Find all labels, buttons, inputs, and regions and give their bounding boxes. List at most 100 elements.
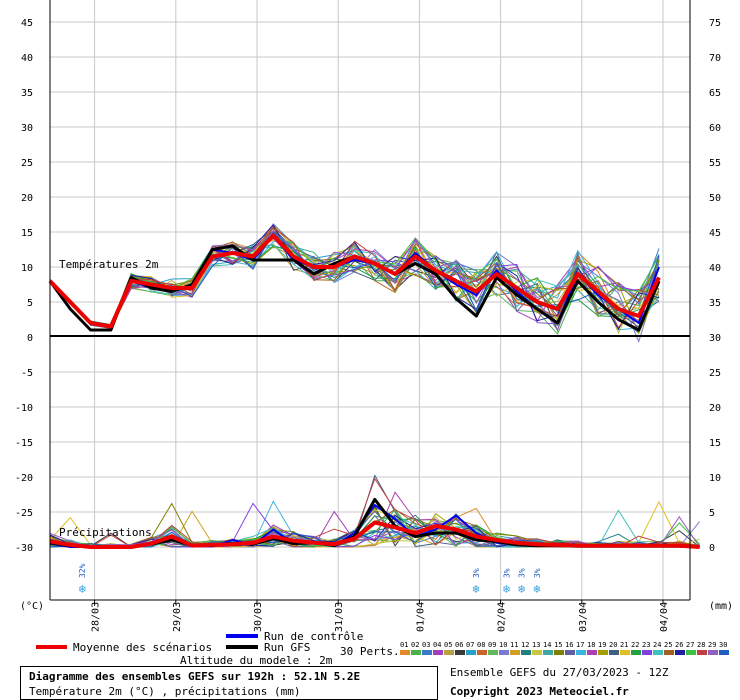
- plot-area: [50, 0, 690, 600]
- member-id-label: 27: [686, 641, 694, 649]
- member-id-label: 17: [576, 641, 584, 649]
- member-color-swatch: [510, 650, 520, 655]
- member-color-swatch: [576, 650, 586, 655]
- main-series: [48, 233, 700, 549]
- member-id-label: 05: [444, 641, 452, 649]
- member-id-label: 24: [653, 641, 661, 649]
- member-color-swatch: [444, 650, 454, 655]
- member-temp-line-27: [49, 236, 660, 329]
- right-tick-label: 45: [709, 228, 721, 239]
- member-id-label: 11: [510, 641, 518, 649]
- left-unit-label: (°C): [20, 601, 44, 612]
- legend-mean-label: Moyenne des scénarios: [73, 641, 212, 654]
- precip-series-line: [49, 520, 700, 549]
- member-color-swatch: [543, 650, 553, 655]
- x-tick-label: 29/03: [172, 602, 183, 632]
- left-tick-label: 25: [21, 158, 33, 169]
- member-color-swatch: [642, 650, 652, 655]
- member-color-swatch: [686, 650, 696, 655]
- legend-perts-label: 30 Perts.: [340, 645, 400, 658]
- member-id-label: 12: [521, 641, 529, 649]
- member-id-label: 19: [598, 641, 606, 649]
- member-id-label: 04: [433, 641, 441, 649]
- snowflake-icon: ❄: [503, 582, 510, 596]
- member-color-swatch: [400, 650, 410, 655]
- x-tick-label: 01/04: [415, 602, 426, 632]
- x-tick-label: 04/04: [659, 602, 670, 632]
- snow-percent-label: 3%: [472, 568, 481, 578]
- member-id-label: 08: [477, 641, 485, 649]
- member-color-swatch: [422, 650, 432, 655]
- member-color-swatch: [411, 650, 421, 655]
- right-tick-label: 75: [709, 18, 721, 29]
- member-id-label: 21: [620, 641, 628, 649]
- member-legend: 01 02 03 04 05 06 07 08 09 10 11 12 13 14 15 16 17 18 19 20…: [400, 641, 729, 655]
- member-id-label: 15: [554, 641, 562, 649]
- snow-percent-label: 32%: [78, 563, 87, 578]
- right-tick-label: 65: [709, 88, 721, 99]
- member-color-swatch: [653, 650, 663, 655]
- member-color-swatch: [455, 650, 465, 655]
- member-id-label: 09: [488, 641, 496, 649]
- snow-percent-label: 3%: [502, 568, 511, 578]
- left-tick-label: 10: [21, 263, 33, 274]
- snowflake-icon: ❄: [518, 582, 525, 596]
- precip-panel-label: Précipitations: [59, 526, 152, 539]
- left-tick-label: 5: [27, 298, 33, 309]
- x-tick-label: 31/03: [334, 602, 345, 632]
- member-temp-line-24: [49, 244, 660, 330]
- right-tick-label: 40: [709, 263, 721, 274]
- member-id-label: 25: [664, 641, 672, 649]
- legend-gfs-label: Run GFS: [264, 641, 310, 654]
- snow-markers: 32% ❄ 3% ❄ 3% ❄ 3% ❄ 3% ❄: [78, 563, 542, 596]
- left-tick-label: -20: [15, 473, 33, 484]
- left-tick-label: -5: [21, 368, 33, 379]
- member-id-label: 16: [565, 641, 573, 649]
- info-title: Diagramme des ensembles GEFS sur 192h : …: [29, 670, 361, 683]
- member-color-swatch: [664, 650, 674, 655]
- member-color-swatch: [609, 650, 619, 655]
- member-color-swatch: [631, 650, 641, 655]
- x-tick-label: 02/04: [497, 602, 508, 632]
- right-tick-label: 5: [709, 508, 715, 519]
- left-tick-label: -30: [15, 543, 33, 554]
- right-tick-label: 50: [709, 193, 721, 204]
- temperature-panel-label: Températures 2m: [59, 258, 159, 271]
- right-tick-label: 0: [709, 543, 715, 554]
- left-tick-label: -25: [15, 508, 33, 519]
- legend-control-label: Run de contrôle: [264, 630, 363, 643]
- member-color-swatch: [565, 650, 575, 655]
- right-tick-label: 70: [709, 53, 721, 64]
- member-color-swatch: [598, 650, 608, 655]
- member-id-label: 28: [697, 641, 705, 649]
- altitude-label: Altitude du modele : 2m: [180, 654, 333, 667]
- member-id-label: 26: [675, 641, 683, 649]
- ensemble-run-label: Ensemble GEFS du 27/03/2023 - 12Z: [450, 666, 669, 679]
- member-id-label: 29: [708, 641, 716, 649]
- left-tick-label: 35: [21, 88, 33, 99]
- x-tick-label: 30/03: [253, 602, 264, 632]
- info-box: Diagramme des ensembles GEFS sur 192h : …: [20, 666, 438, 700]
- member-id-label: 02: [411, 641, 419, 649]
- right-tick-label: 60: [709, 123, 721, 134]
- member-color-swatch: [675, 650, 685, 655]
- member-id-label: 18: [587, 641, 595, 649]
- x-tick-label: 28/03: [91, 602, 102, 632]
- grid-lines: [50, 0, 690, 600]
- snowflake-icon: ❄: [533, 582, 540, 596]
- member-color-swatch: [620, 650, 630, 655]
- member-color-swatch: [477, 650, 487, 655]
- member-id-label: 20: [609, 641, 617, 649]
- member-color-swatch: [554, 650, 564, 655]
- member-temp-line-28: [49, 227, 660, 329]
- member-id-label: 03: [422, 641, 430, 649]
- member-id-label: 23: [642, 641, 650, 649]
- left-tick-label: 30: [21, 123, 33, 134]
- member-id-label: 07: [466, 641, 474, 649]
- member-color-swatch: [719, 650, 729, 655]
- member-id-label: 14: [543, 641, 551, 649]
- temp-series-line: [48, 233, 661, 329]
- member-color-swatch: [587, 650, 597, 655]
